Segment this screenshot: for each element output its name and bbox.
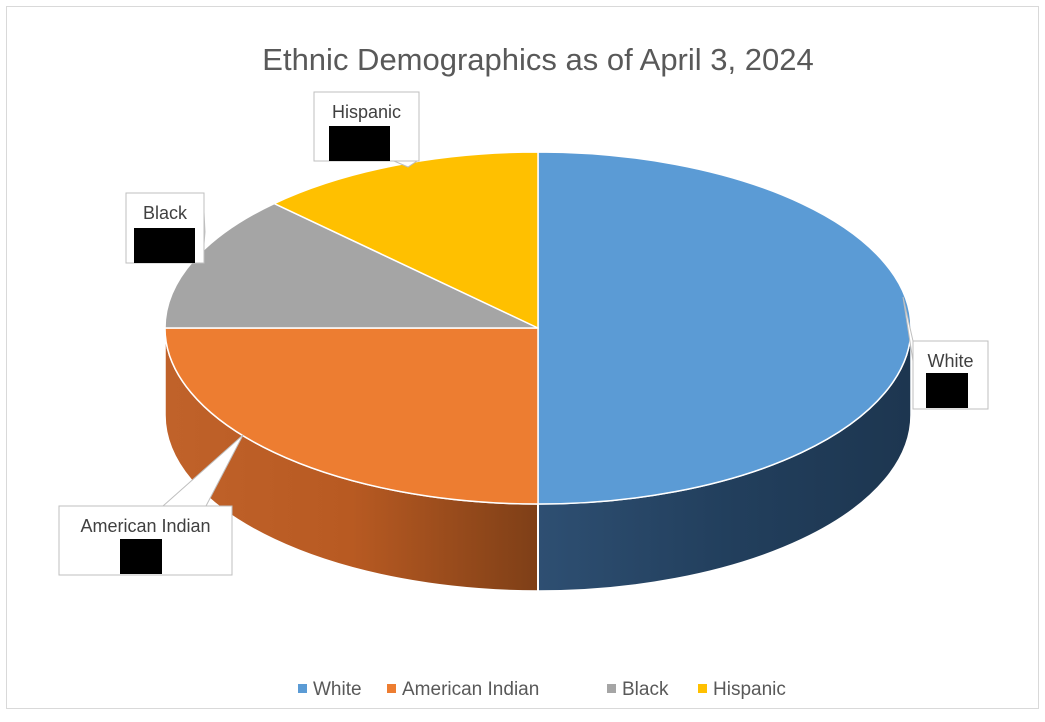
chart-area: White American Indian Black Hispanic Ethnic… <box>6 6 1039 709</box>
legend-swatch <box>607 684 616 693</box>
data-label-text: Black <box>143 203 188 223</box>
legend: White American Indian Black Hispanic <box>298 679 786 700</box>
slice-white[interactable] <box>537 151 912 505</box>
legend-item-american-indian[interactable]: American Indian <box>387 679 539 700</box>
data-label-text: American Indian <box>80 516 210 536</box>
redacted-value <box>134 228 195 263</box>
data-label-text: White <box>927 351 973 371</box>
legend-label: White <box>313 679 362 700</box>
redacted-value <box>926 373 968 408</box>
legend-item-black[interactable]: Black <box>607 679 669 700</box>
legend-label: American Indian <box>402 679 539 700</box>
chart-title: Ethnic Demographics as of April 3, 2024 <box>262 42 813 77</box>
redacted-value <box>329 126 390 161</box>
data-label-white: White <box>902 296 989 410</box>
data-label-american-indian: American Indian <box>58 434 244 576</box>
data-label-black: Black <box>125 192 206 264</box>
legend-swatch <box>387 684 396 693</box>
slice-american-indian[interactable] <box>164 327 539 505</box>
legend-label: Black <box>622 679 669 700</box>
data-label-text: Hispanic <box>332 102 401 122</box>
slice-hispanic[interactable] <box>272 151 539 330</box>
legend-item-white[interactable]: White <box>298 679 362 700</box>
redacted-value <box>120 539 162 574</box>
legend-swatch <box>298 684 307 693</box>
legend-label: Hispanic <box>713 679 786 700</box>
pie-chart: White American Indian Black Hispanic Ethnic… <box>58 42 989 700</box>
legend-item-hispanic[interactable]: Hispanic <box>698 679 786 700</box>
data-label-hispanic: Hispanic <box>313 91 420 168</box>
legend-swatch <box>698 684 707 693</box>
